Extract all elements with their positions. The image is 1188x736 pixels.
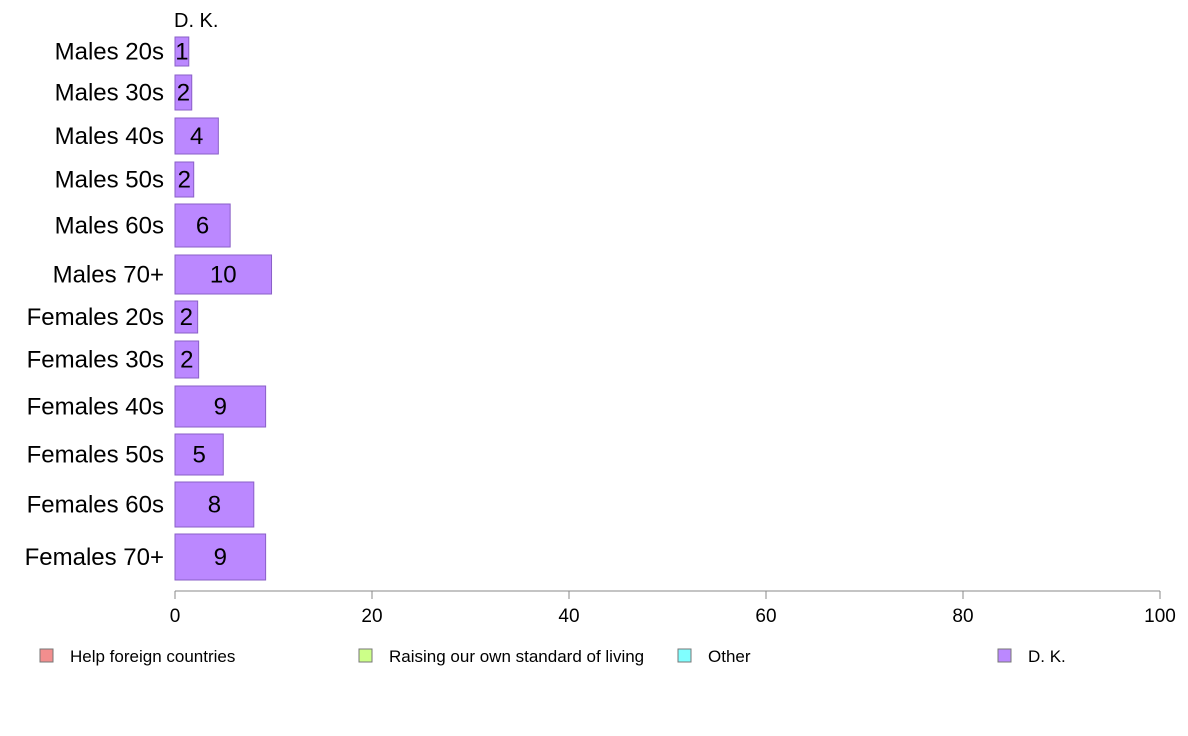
- data-label-females-50s: 5: [192, 442, 205, 469]
- category-label-females-40s: Females 40s: [27, 394, 164, 421]
- legend-item-d-k: D. K.: [997, 647, 1066, 666]
- category-label-males-20s: Males 20s: [55, 39, 164, 66]
- x-axis: 0 20 40 60 80 100: [170, 590, 1176, 627]
- bar-d-k-males-30s: [174, 74, 193, 111]
- bar-d-k-females-60s: [174, 481, 255, 528]
- data-label-males-60s: 6: [196, 213, 209, 240]
- x-tick-label-100: 100: [1144, 606, 1176, 627]
- bar-d-k-females-20s: [174, 300, 199, 334]
- data-label-females-20s: 2: [180, 304, 193, 331]
- bar-d-k-males-60s: [174, 203, 231, 248]
- data-label-males-50s: 2: [178, 167, 191, 194]
- bar-d-k-females-30s: [174, 340, 200, 379]
- category-label-females-60s: Females 60s: [27, 492, 164, 519]
- bars-group: Males 20s 1 Males 30s 2 Males 40s 4 Males 50s 2…: [25, 36, 273, 581]
- data-label-females-70: 9: [214, 544, 227, 571]
- data-label-males-30s: 2: [177, 80, 190, 107]
- segment-header-label: D. K.: [174, 10, 218, 32]
- bar-d-k-males-40s: [174, 117, 219, 155]
- data-label-males-70: 10: [210, 262, 237, 289]
- legend-swatch-raising-our-own-standard-of-living: [358, 648, 373, 663]
- legend-swatch-help-foreign-countries: [39, 648, 54, 663]
- bar-d-k-females-40s: [174, 385, 267, 428]
- data-label-females-40s: 9: [214, 394, 227, 421]
- legend-label-raising-our-own-standard-of-living: Raising our own standard of living: [389, 647, 644, 666]
- legend-item-help-foreign-countries: Help foreign countries: [39, 647, 235, 666]
- category-label-females-50s: Females 50s: [27, 442, 164, 469]
- legend-swatch-d-k: [997, 648, 1012, 663]
- bar-d-k-males-50s: [174, 161, 195, 198]
- x-tick-label-80: 80: [952, 606, 973, 627]
- data-label-females-60s: 8: [208, 492, 221, 519]
- category-label-males-70: Males 70+: [53, 262, 164, 289]
- x-tick-label-0: 0: [170, 606, 181, 627]
- bar-d-k-males-20s: [174, 36, 190, 67]
- category-label-females-30s: Females 30s: [27, 347, 164, 374]
- bar-d-k-females-70: [174, 533, 267, 581]
- data-label-males-20s: 1: [175, 39, 188, 66]
- category-label-females-70: Females 70+: [25, 544, 164, 571]
- bar-d-k-males-70: [174, 254, 273, 295]
- legend-label-other: Other: [708, 647, 751, 666]
- x-tick-label-40: 40: [558, 606, 579, 627]
- category-label-females-20s: Females 20s: [27, 304, 164, 331]
- legend-swatch-other: [677, 648, 692, 663]
- x-tick-label-20: 20: [361, 606, 382, 627]
- legend-item-raising-our-own-standard-of-living: Raising our own standard of living: [358, 647, 644, 666]
- category-label-males-30s: Males 30s: [55, 80, 164, 107]
- legend: Help foreign countries Raising our own st…: [39, 647, 1066, 666]
- legend-label-help-foreign-countries: Help foreign countries: [70, 647, 235, 666]
- legend-label-d-k: D. K.: [1028, 647, 1066, 666]
- legend-item-other: Other: [677, 647, 751, 666]
- data-label-males-40s: 4: [190, 123, 203, 150]
- data-label-females-30s: 2: [180, 347, 193, 374]
- category-label-males-50s: Males 50s: [55, 167, 164, 194]
- x-tick-label-60: 60: [755, 606, 776, 627]
- category-label-males-60s: Males 60s: [55, 213, 164, 240]
- bar-d-k-females-50s: [174, 433, 224, 476]
- category-label-males-40s: Males 40s: [55, 123, 164, 150]
